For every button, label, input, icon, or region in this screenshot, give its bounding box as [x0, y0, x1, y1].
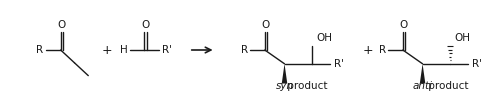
Text: product: product — [284, 82, 328, 92]
Text: H: H — [120, 45, 128, 55]
Text: OH: OH — [454, 33, 470, 43]
Text: O: O — [142, 20, 150, 30]
Text: +: + — [363, 44, 374, 56]
Text: R': R' — [162, 45, 172, 55]
Text: R: R — [36, 45, 44, 55]
Text: R': R' — [334, 59, 344, 69]
Text: R: R — [240, 45, 248, 55]
Polygon shape — [282, 64, 288, 84]
Text: O: O — [58, 20, 66, 30]
Text: O: O — [262, 20, 270, 30]
Polygon shape — [420, 64, 426, 84]
Text: product: product — [426, 82, 469, 92]
Text: OH: OH — [316, 33, 332, 43]
Text: anti: anti — [412, 82, 432, 92]
Text: R: R — [378, 45, 386, 55]
Text: O: O — [400, 20, 408, 30]
Text: +: + — [102, 44, 112, 56]
Text: R': R' — [472, 59, 482, 69]
Text: syn: syn — [276, 82, 293, 92]
